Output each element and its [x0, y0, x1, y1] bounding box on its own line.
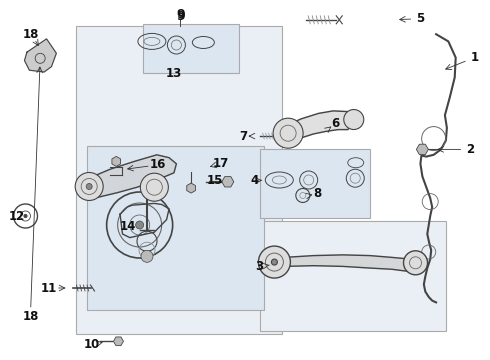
Text: 17: 17	[212, 157, 229, 170]
Text: 9: 9	[176, 8, 185, 21]
Circle shape	[24, 215, 27, 217]
Text: 7: 7	[239, 130, 247, 143]
Text: 14: 14	[119, 220, 136, 233]
Text: 4: 4	[251, 174, 259, 187]
Text: 11: 11	[41, 282, 57, 294]
Text: 5: 5	[416, 12, 424, 25]
Text: 10: 10	[84, 338, 100, 351]
Bar	[260, 149, 370, 218]
Circle shape	[258, 246, 291, 278]
Bar	[87, 146, 264, 310]
Circle shape	[344, 109, 364, 130]
Text: 6: 6	[332, 117, 340, 130]
Polygon shape	[24, 39, 56, 72]
Circle shape	[140, 173, 169, 201]
Text: 16: 16	[149, 158, 166, 171]
Text: 9: 9	[176, 10, 185, 23]
Circle shape	[75, 172, 103, 201]
Text: 13: 13	[166, 67, 182, 80]
Circle shape	[86, 184, 92, 189]
Circle shape	[136, 221, 144, 229]
Circle shape	[141, 250, 153, 262]
Bar	[76, 26, 282, 334]
Polygon shape	[79, 155, 176, 197]
Text: 1: 1	[470, 51, 478, 64]
Text: 3: 3	[256, 260, 264, 273]
Text: 18: 18	[22, 310, 39, 323]
Text: 15: 15	[206, 174, 223, 187]
Polygon shape	[267, 255, 421, 272]
Text: 18: 18	[22, 28, 39, 41]
Text: 8: 8	[314, 187, 321, 200]
Text: 2: 2	[466, 143, 474, 156]
Circle shape	[271, 259, 277, 265]
Polygon shape	[289, 111, 358, 143]
Bar	[143, 24, 239, 73]
Circle shape	[404, 251, 427, 275]
Circle shape	[273, 118, 303, 148]
Bar	[260, 221, 446, 331]
Text: 12: 12	[9, 210, 25, 222]
